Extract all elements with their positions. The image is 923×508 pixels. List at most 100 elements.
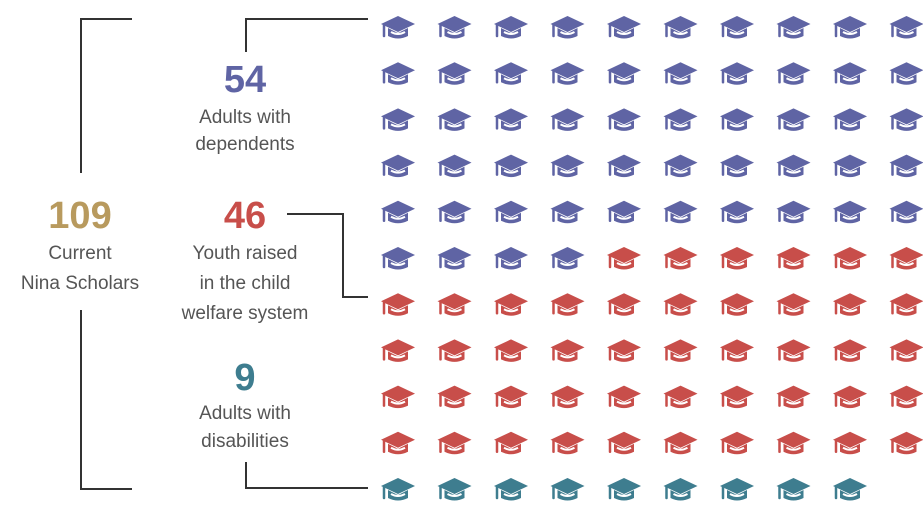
graduation-cap-icon [607,108,641,131]
graduation-cap-icon [494,431,528,455]
graduation-cap-icon [381,200,415,224]
graduation-cap-icon [550,247,585,270]
total-bracket-top-tick [80,18,132,20]
graduation-cap-icon [550,431,585,455]
dependents-connector-vertical [245,18,247,52]
graduation-cap-icon [607,385,641,409]
graduation-cap-icon [437,62,472,85]
graduation-cap-icon [663,16,698,39]
graduation-cap-icon [437,478,472,501]
graduation-cap-icon [720,108,754,131]
graduation-cap-icon [720,385,754,409]
graduation-cap-icon [889,247,923,270]
graduation-cap-icon [607,62,641,85]
graduation-cap-icon [776,385,811,409]
graduation-cap-icon [437,385,472,409]
graduation-cap-icon [494,16,528,39]
graduation-cap-icon [607,16,641,39]
graduation-cap-icon [833,200,867,224]
graduation-cap-icon [889,431,923,455]
disabilities-value: 9 [234,357,256,399]
graduation-cap-icon [720,62,754,85]
graduation-cap-icon [720,431,754,455]
total-label-line2: Nina Scholars [20,273,140,294]
graduation-cap-icon [776,431,811,455]
dependents-label-line2: dependents [195,134,295,155]
graduation-cap-icon [550,62,585,85]
dependents-connector-horizontal [245,18,368,20]
graduation-cap-icon [381,385,415,409]
welfare-connector-vertical [342,213,344,298]
graduation-cap-icon [833,154,867,178]
graduation-cap-icon [720,478,754,501]
graduation-cap-icon [494,385,528,409]
welfare-connector-horizontal-right [342,296,368,298]
graduation-cap-icon [550,200,585,224]
graduation-cap-icon [776,16,811,39]
dependents-value: 54 [223,59,267,101]
welfare-label-line1: Youth raised [192,243,298,264]
graduation-cap-icon [381,154,415,178]
graduation-cap-icon [720,247,754,270]
welfare-label-line2: in the child [199,273,291,294]
graduation-cap-icon [437,154,472,178]
graduation-cap-icon [776,108,811,131]
graduation-cap-icon [607,431,641,455]
graduation-cap-icon [833,478,867,501]
graduation-cap-icon [494,339,528,362]
graduation-cap-icon [437,108,472,131]
graduation-cap-icon [663,339,698,362]
graduation-cap-icon [381,293,415,316]
total-bracket-top [80,18,82,173]
graduation-cap-icon [550,154,585,178]
graduation-cap-icon [889,108,923,131]
graduation-cap-icon [663,200,698,224]
graduation-cap-icon [720,339,754,362]
graduation-cap-icon [494,478,528,501]
graduation-cap-icon [889,154,923,178]
graduation-cap-icon [494,62,528,85]
graduation-cap-icon [889,62,923,85]
graduation-cap-icon [833,62,867,85]
welfare-value: 46 [223,195,267,237]
graduation-cap-icon [494,247,528,270]
graduation-cap-icon [607,247,641,270]
graduation-cap-icon [607,154,641,178]
graduation-cap-icon [381,108,415,131]
graduation-cap-icon [889,385,923,409]
disabilities-connector-vertical [245,462,247,489]
graduation-cap-icon [494,154,528,178]
graduation-cap-icon [889,16,923,39]
graduation-cap-icon [833,293,867,316]
graduation-cap-icon [437,339,472,362]
graduation-cap-icon [776,293,811,316]
graduation-cap-icon [550,16,585,39]
graduation-cap-icon [663,247,698,270]
disabilities-label-line1: Adults with [199,403,291,424]
graduation-cap-icon [494,108,528,131]
graduation-cap-icon [437,16,472,39]
welfare-connector-horizontal-left [287,213,344,215]
total-bracket-bottom [80,310,82,490]
graduation-cap-icon [776,478,811,501]
disabilities-label-line2: disabilities [201,431,289,452]
graduation-cap-icon [494,200,528,224]
welfare-label-line3: welfare system [181,303,309,324]
graduation-cap-icon [437,431,472,455]
disabilities-connector-horizontal [245,487,368,489]
graduation-cap-icon [607,293,641,316]
graduation-cap-icon [889,200,923,224]
graduation-cap-icon [381,62,415,85]
graduation-cap-icon [550,293,585,316]
graduation-cap-icon [776,247,811,270]
graduation-cap-icon [607,478,641,501]
graduation-cap-icon [663,62,698,85]
graduation-cap-icon [833,247,867,270]
total-value: 109 [48,195,112,237]
graduation-cap-icon [776,154,811,178]
graduation-cap-icon [833,385,867,409]
graduation-cap-icon [833,431,867,455]
total-bracket-bottom-tick [80,488,132,490]
graduation-cap-icon [889,293,923,316]
